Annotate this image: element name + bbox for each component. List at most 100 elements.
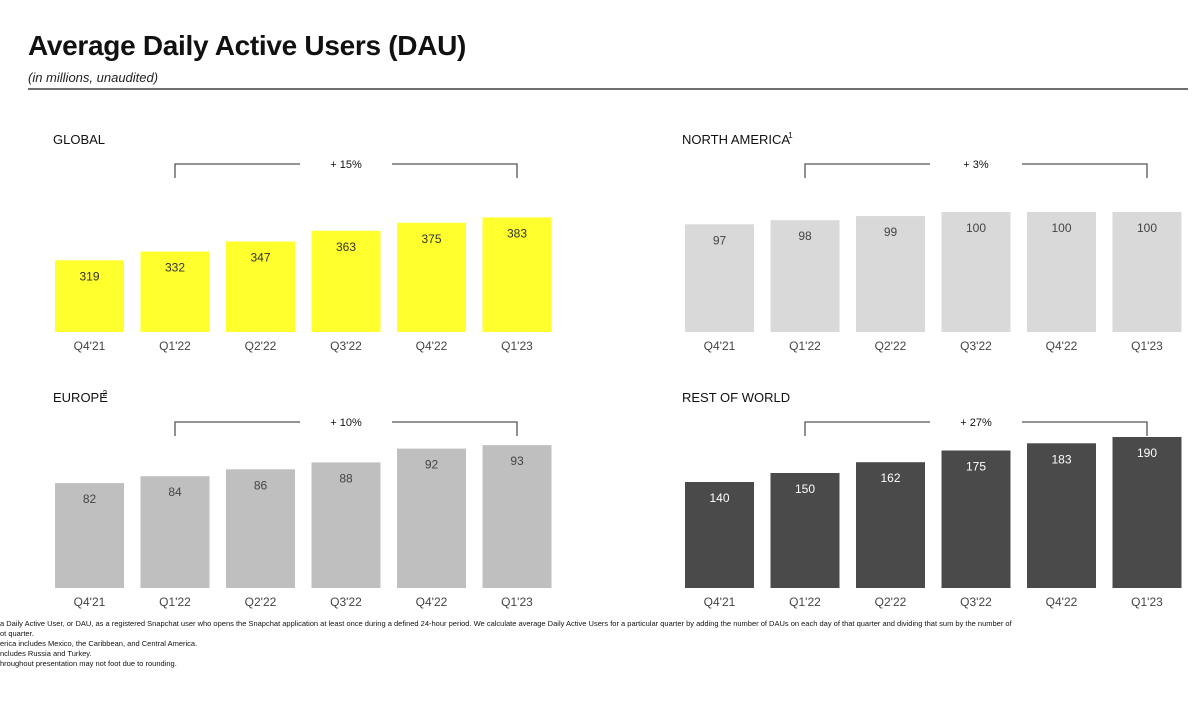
category-label: Q4'22 [416, 595, 448, 609]
footnote-line: erica includes Mexico, the Caribbean, an… [0, 639, 198, 648]
data-label: 97 [713, 233, 727, 247]
data-label: 99 [884, 225, 898, 239]
data-label: 332 [165, 261, 185, 275]
data-label: 363 [336, 240, 356, 254]
data-label: 100 [1137, 221, 1157, 235]
growth-label: + 10% [330, 417, 362, 429]
panel-title: REST OF WORLD [682, 390, 790, 405]
bar [397, 448, 466, 588]
data-label: 150 [795, 482, 815, 496]
data-label: 347 [250, 251, 270, 265]
category-label: Q4'21 [704, 339, 736, 353]
data-label: 100 [1051, 221, 1071, 235]
bar [311, 230, 381, 332]
footnote-line: ncludes Russia and Turkey. [0, 649, 92, 658]
bar [482, 445, 552, 588]
category-label: Q1'22 [789, 339, 821, 353]
data-label: 100 [966, 221, 986, 235]
data-label: 183 [1051, 452, 1071, 466]
page-title: Average Daily Active Users (DAU) [28, 30, 467, 61]
bar [140, 251, 210, 332]
bar [1027, 443, 1096, 588]
growth-bracket-right [392, 421, 518, 436]
category-label: Q3'22 [960, 339, 992, 353]
growth-bracket-right [1022, 421, 1148, 436]
category-label: Q1'23 [1131, 595, 1163, 609]
category-label: Q2'22 [245, 339, 277, 353]
growth-label: + 15% [330, 159, 362, 171]
bar [1027, 212, 1096, 332]
category-label: Q4'21 [74, 595, 106, 609]
data-label: 98 [798, 229, 812, 243]
growth-bracket-right [1022, 163, 1148, 178]
bar [226, 241, 295, 332]
bar [856, 462, 925, 588]
panel-title: NORTH AMERICA [682, 132, 790, 147]
category-label: Q2'22 [245, 595, 277, 609]
chart-rest-of-world: REST OF WORLD + 27% 140 Q4'21 150 Q1'22 162 Q2'… [682, 390, 1182, 609]
category-label: Q3'22 [960, 595, 992, 609]
bar [1112, 212, 1182, 332]
bar [55, 483, 124, 588]
data-label: 84 [168, 485, 182, 499]
bar [1112, 437, 1182, 588]
bar [311, 462, 381, 588]
panel-title: EUROPE [53, 390, 108, 405]
category-label: Q3'22 [330, 339, 362, 353]
category-label: Q2'22 [875, 339, 907, 353]
data-label: 86 [254, 478, 268, 492]
category-label: Q4'22 [416, 339, 448, 353]
growth-bracket-left [174, 421, 300, 436]
growth-bracket-right [392, 163, 518, 178]
growth-bracket-left [174, 163, 300, 178]
category-label: Q4'22 [1046, 595, 1078, 609]
data-label: 140 [709, 491, 729, 505]
growth-bracket-left [804, 421, 930, 436]
data-label: 82 [83, 492, 97, 506]
data-label: 88 [339, 471, 353, 485]
data-label: 175 [966, 460, 986, 474]
growth-label: + 3% [963, 159, 989, 171]
category-label: Q3'22 [330, 595, 362, 609]
data-label: 319 [79, 269, 99, 283]
bar [685, 224, 754, 332]
data-label: 162 [880, 471, 900, 485]
title-divider [28, 88, 1188, 90]
category-label: Q4'21 [74, 339, 106, 353]
category-label: Q4'21 [704, 595, 736, 609]
chart-global: GLOBAL + 15% 319 Q4'21 332 Q1'22 347 Q2'22 363 Q3… [53, 132, 552, 353]
bar [941, 212, 1011, 332]
growth-bracket-left [804, 163, 930, 178]
category-label: Q2'22 [875, 595, 907, 609]
bar [55, 260, 124, 332]
bar [482, 217, 552, 332]
category-label: Q1'22 [159, 595, 191, 609]
footnotes: a Daily Active User, or DAU, as a regist… [0, 619, 1200, 669]
data-label: 92 [425, 458, 439, 472]
category-label: Q1'23 [501, 339, 533, 353]
bar [856, 216, 925, 332]
category-label: Q1'23 [1131, 339, 1163, 353]
data-label: 190 [1137, 446, 1157, 460]
data-label: 93 [510, 454, 524, 468]
footnote-mark: 1 [788, 131, 793, 140]
bar [397, 222, 466, 332]
bar [140, 476, 210, 588]
category-label: Q1'22 [789, 595, 821, 609]
bar [941, 450, 1011, 588]
category-label: Q1'23 [501, 595, 533, 609]
data-label: 383 [507, 226, 527, 240]
bar [770, 220, 840, 332]
footnote-line: hroughout presentation may not foot due … [0, 659, 177, 668]
bar [226, 469, 295, 588]
footnote-line: a Daily Active User, or DAU, as a regist… [0, 619, 1012, 628]
footnote-mark: 2 [103, 389, 108, 398]
category-label: Q1'22 [159, 339, 191, 353]
growth-label: + 27% [960, 417, 992, 429]
bar [685, 482, 754, 588]
bar [770, 473, 840, 588]
panel-title: GLOBAL [53, 132, 105, 147]
footnote-line: ot quarter. [0, 629, 34, 638]
